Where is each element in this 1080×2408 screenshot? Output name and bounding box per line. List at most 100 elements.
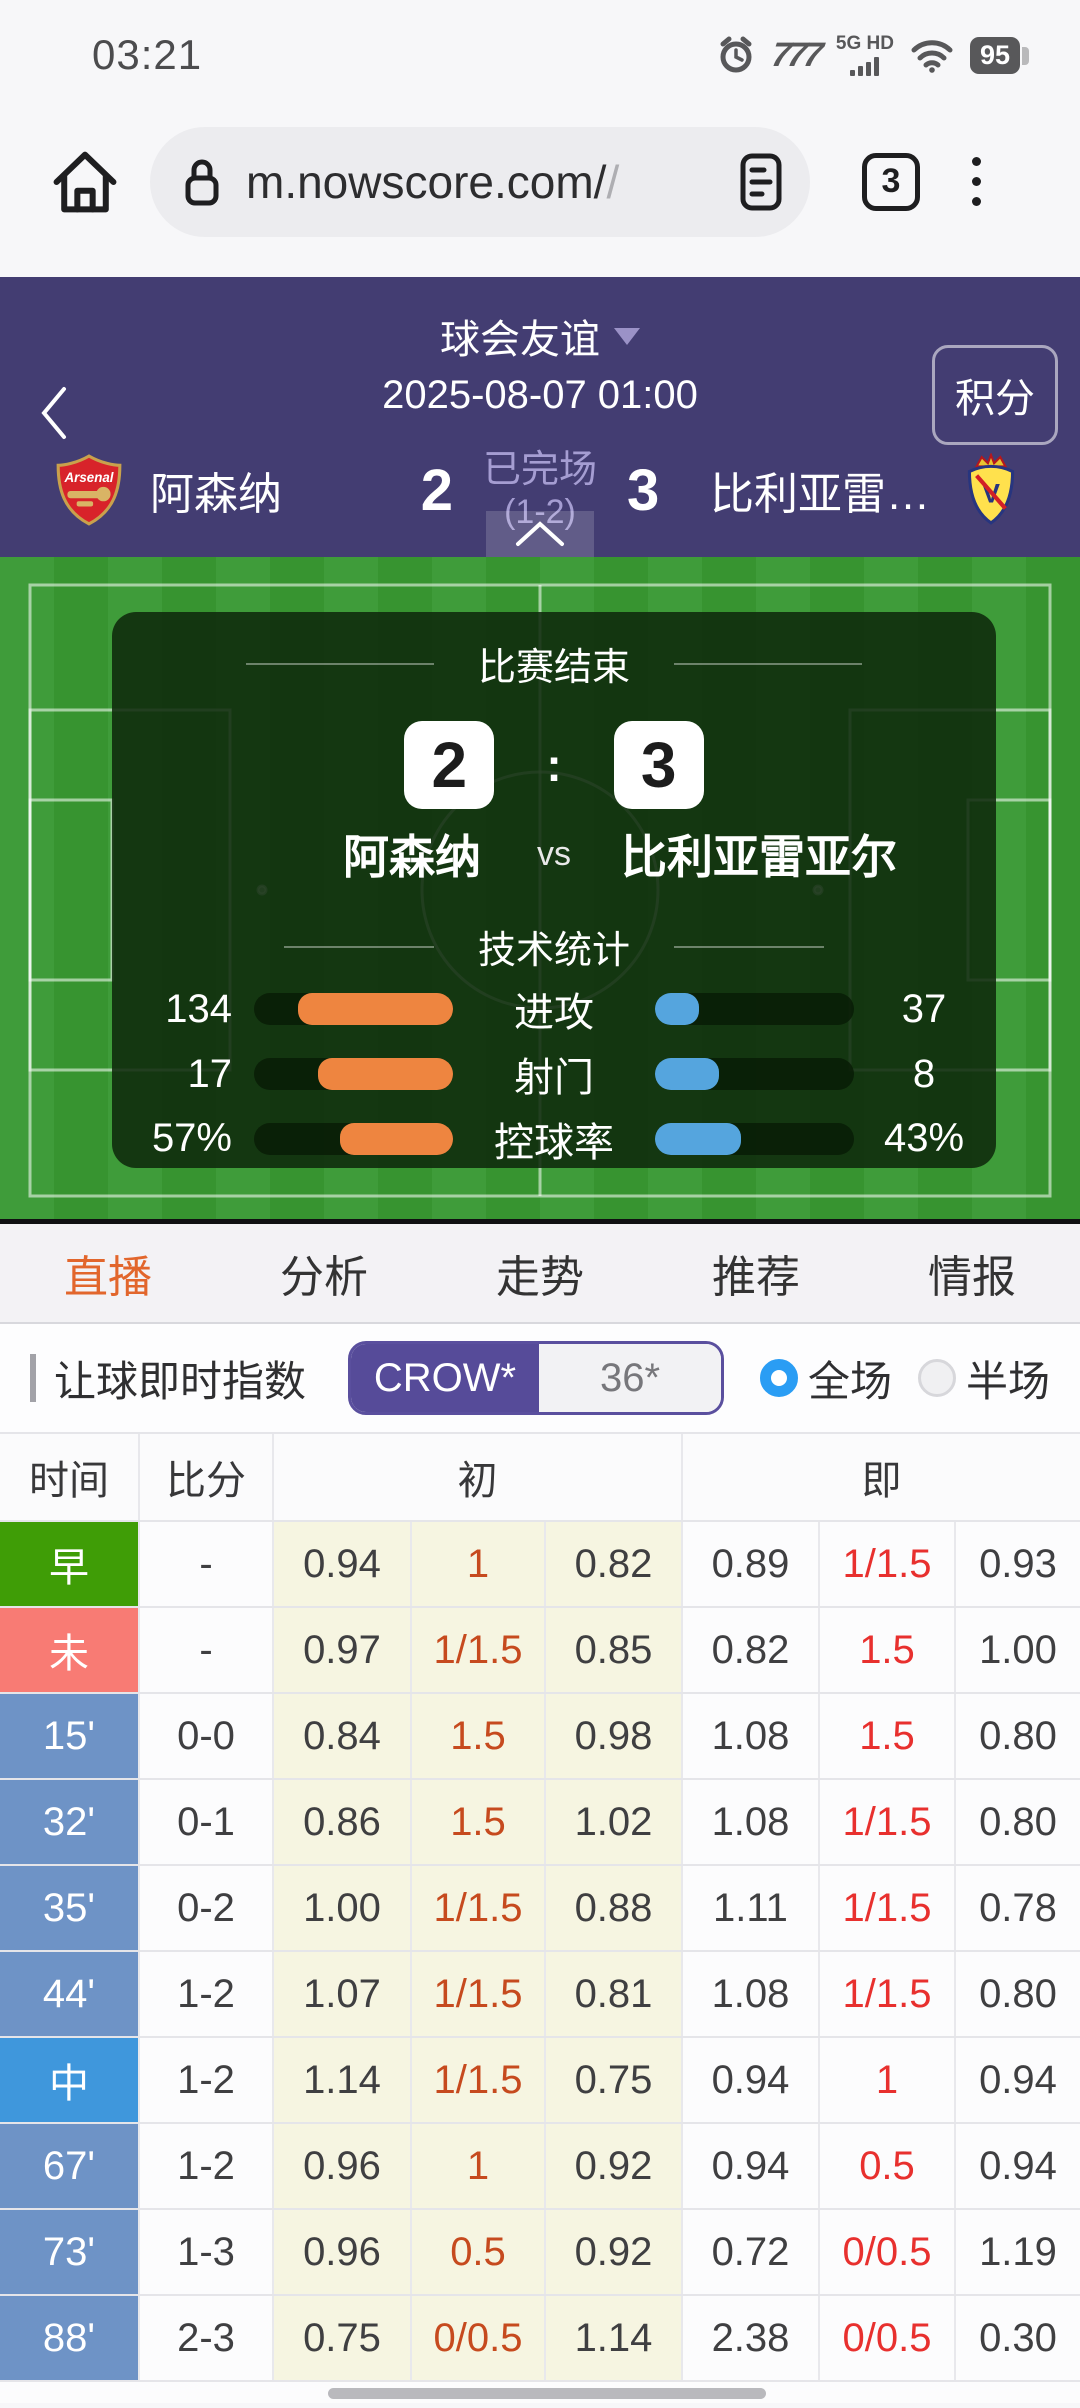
url-text[interactable]: m.nowscore.com//	[246, 155, 620, 208]
odds-live-handicap: 0/0.5	[820, 2296, 956, 2380]
odds-initial-home: 0.75	[274, 2296, 412, 2380]
index-title: 让球即时指数	[54, 1357, 307, 1405]
stat-home-value: 57%	[151, 1116, 232, 1161]
scoreboard-away-name: 比利亚雷亚尔	[621, 831, 897, 883]
section-marker	[30, 1354, 36, 1402]
reader-mode-icon[interactable]	[738, 151, 784, 213]
odds-table-row: 中 1-2 1.14 1/1.5 0.75 0.94 1 0.94	[0, 2036, 1080, 2122]
wifi-icon	[911, 40, 953, 73]
stat-home-value: 17	[187, 1051, 233, 1096]
odds-initial-away: 1.14	[546, 2296, 683, 2380]
radio-selected-icon	[759, 1359, 798, 1397]
odds-initial-away: 0.75	[546, 2038, 683, 2122]
odds-initial-home: 1.00	[274, 1866, 412, 1950]
away-team-logo: V	[967, 453, 1015, 526]
odds-live-away: 0.30	[956, 2296, 1080, 2380]
odds-initial-handicap: 1.5	[412, 1694, 546, 1778]
stat-away-bar	[655, 1122, 854, 1155]
section-tabs: 直播 分析 走势 推荐 情报	[0, 1224, 1080, 1324]
odds-live-away: 1.00	[956, 1608, 1080, 1692]
odds-initial-away: 0.81	[546, 1952, 683, 2036]
odds-live-away: 0.93	[956, 1522, 1080, 1606]
browser-toolbar: m.nowscore.com// 3	[0, 100, 1080, 277]
stat-home-bar	[254, 1122, 453, 1155]
stat-label: 进攻	[514, 991, 594, 1036]
result-title: 比赛结束	[477, 647, 630, 689]
stat-row-possession: 57% 控球率 43%	[112, 1109, 996, 1168]
match-header: 球会友谊 2025-08-07 01:00 积分 Arsenal 阿森纳 2 已…	[0, 277, 1080, 557]
odds-live-handicap: 0.5	[820, 2124, 956, 2208]
odds-initial-handicap: 1	[412, 2124, 546, 2208]
odds-initial-home: 0.84	[274, 1694, 412, 1778]
odds-score-cell: -	[140, 1608, 274, 1692]
odds-initial-home: 0.94	[274, 1522, 412, 1606]
odds-table-row: 73' 1-3 0.96 0.5 0.92 0.72 0/0.5 1.19	[0, 2208, 1080, 2294]
odds-live-home: 0.89	[683, 1522, 820, 1606]
score-colon: :	[546, 739, 562, 791]
odds-score-cell: 1-3	[140, 2210, 274, 2294]
odds-time-cell: 32'	[0, 1780, 140, 1864]
url-bar[interactable]: m.nowscore.com//	[150, 126, 810, 237]
odds-time-cell: 67'	[0, 2124, 140, 2208]
tab-analysis[interactable]: 分析	[280, 1253, 368, 1302]
horizontal-scrollbar[interactable]	[328, 2388, 766, 2399]
odds-score-cell: 0-2	[140, 1866, 274, 1950]
table-footer	[0, 2380, 1080, 2403]
tab-live[interactable]: 直播	[64, 1253, 152, 1302]
league-selector[interactable]: 球会友谊	[440, 307, 640, 365]
odds-live-home: 0.82	[683, 1608, 820, 1692]
network-5g-icon: 5G HD	[836, 34, 894, 76]
odds-live-home: 1.08	[683, 1694, 820, 1778]
odds-initial-handicap: 0.5	[412, 2210, 546, 2294]
odds-score-cell: 0-1	[140, 1780, 274, 1864]
scoreboard-panel: 比赛结束 2 : 3 阿森纳 vs 比利亚雷亚尔 技术统计 134 进攻 37 …	[112, 612, 996, 1168]
odds-live-handicap: 0/0.5	[820, 2210, 956, 2294]
stat-label: 控球率	[494, 1120, 614, 1165]
odds-time-cell: 15'	[0, 1694, 140, 1778]
battery-icon: 95	[969, 36, 1030, 74]
handicap-index-bar: 让球即时指数 CROW* 36* 全场 半场	[0, 1324, 1080, 1432]
bookmaker-toggle: CROW* 36*	[348, 1341, 724, 1415]
lock-icon	[185, 159, 219, 205]
odds-table-row: 未 -0.97 1/1.5 0.85 0.82 1.5 1.00	[0, 1606, 1080, 1692]
clock-time: 03:21	[92, 31, 203, 78]
bookmaker-count[interactable]: 36*	[538, 1344, 721, 1412]
bookmaker-selected[interactable]: CROW*	[351, 1344, 539, 1412]
tab-recommend[interactable]: 推荐	[712, 1253, 800, 1302]
odds-score-cell: -	[140, 1522, 274, 1606]
odds-initial-home: 0.86	[274, 1780, 412, 1864]
odds-time-cell: 35'	[0, 1866, 140, 1950]
tab-trend[interactable]: 走势	[496, 1253, 584, 1302]
odds-score-cell: 2-3	[140, 2296, 274, 2380]
radio-unselected-icon	[917, 1359, 956, 1397]
stat-away-value: 8	[912, 1051, 936, 1096]
odds-initial-away: 0.92	[546, 2210, 683, 2294]
odds-initial-handicap: 1/1.5	[412, 1866, 546, 1950]
away-team-name: 比利亚雷…	[710, 470, 930, 520]
odds-table: 时间 比分 初 即 早 -0.94 1 0.82 0.89 1/1.5 0.93 未 -0.97…	[0, 1432, 1080, 2380]
odds-table-row: 32' 0-1 0.86 1.5 1.02 1.08 1/1.5 0.80	[0, 1778, 1080, 1864]
standings-button[interactable]: 积分	[932, 345, 1058, 445]
home-icon[interactable]	[50, 147, 120, 217]
odds-table-row: 67' 1-2 0.96 1 0.92 0.94 0.5 0.94	[0, 2122, 1080, 2208]
stat-home-bar	[254, 1058, 453, 1090]
odds-initial-handicap: 1.5	[412, 1780, 546, 1864]
odds-initial-home: 1.14	[274, 2038, 412, 2122]
odds-time-cell: 未	[0, 1608, 140, 1692]
odds-live-home: 0.72	[683, 2210, 820, 2294]
browser-menu-button[interactable]	[972, 157, 981, 206]
tab-counter-button[interactable]: 3	[862, 152, 920, 211]
radio-half-match[interactable]: 半场	[917, 1348, 1050, 1409]
back-icon[interactable]	[38, 385, 68, 441]
stats-title: 技术统计	[477, 930, 630, 972]
odds-initial-away: 0.98	[546, 1694, 683, 1778]
odds-initial-handicap: 1	[412, 1522, 546, 1606]
header-score: 比分	[140, 1434, 274, 1520]
tab-intel[interactable]: 情报	[928, 1253, 1016, 1302]
odds-live-handicap: 1.5	[820, 1608, 956, 1692]
odds-live-away: 0.94	[956, 2038, 1080, 2122]
collapse-panel-button[interactable]	[486, 511, 594, 557]
odds-score-cell: 1-2	[140, 2038, 274, 2122]
radio-full-match[interactable]: 全场	[759, 1348, 892, 1409]
odds-live-handicap: 1/1.5	[820, 1780, 956, 1864]
